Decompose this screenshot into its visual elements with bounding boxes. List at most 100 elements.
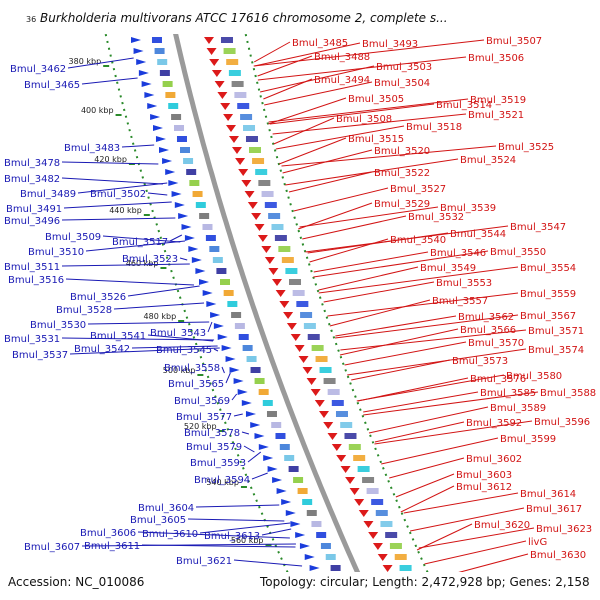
gene-label-right[interactable]: Bmul_3547: [510, 222, 566, 233]
gene-label-left[interactable]: Bmul_3482: [4, 174, 60, 185]
gene-label-left[interactable]: Bmul_3604: [138, 503, 194, 514]
gene-label-right[interactable]: Bmul_3503: [376, 62, 432, 73]
gene-label-right[interactable]: Bmul_3567: [520, 311, 576, 322]
gene-label-right[interactable]: Bmul_3550: [490, 247, 546, 258]
gene-label-right[interactable]: Bmul_3559: [520, 289, 576, 300]
gene-label-right[interactable]: Bmul_3554: [520, 263, 576, 274]
gene-label-left[interactable]: Bmul_3545: [156, 345, 212, 356]
gene-label-right[interactable]: Bmul_3592: [466, 418, 522, 429]
gene-label-right[interactable]: Bmul_3521: [468, 110, 524, 121]
gene-label-left[interactable]: Bmul_3491: [6, 204, 62, 215]
gene-label-left[interactable]: Bmul_3569: [174, 396, 230, 407]
gene-label-right[interactable]: Bmul_3485: [292, 38, 348, 49]
gene-label-left[interactable]: Bmul_3530: [30, 320, 86, 331]
gene-label-left[interactable]: Bmul_3517: [112, 237, 168, 248]
gene-label-left[interactable]: Bmul_3558: [164, 363, 220, 374]
gene-label-right[interactable]: Bmul_3574: [528, 345, 584, 356]
gene-label-left[interactable]: Bmul_3489: [20, 189, 76, 200]
gene-label-right[interactable]: Bmul_3571: [528, 326, 584, 337]
gene-label-left[interactable]: Bmul_3543: [150, 328, 206, 339]
gene-label-right[interactable]: Bmul_3585: [480, 388, 536, 399]
gene-label-right[interactable]: Bmul_3549: [420, 263, 476, 274]
gene-label-right[interactable]: Bmul_3614: [520, 489, 576, 500]
gene-label-left[interactable]: Bmul_3465: [24, 80, 80, 91]
gene-label-left[interactable]: Bmul_3516: [8, 275, 64, 286]
gene-label-left[interactable]: Bmul_3509: [45, 232, 101, 243]
gene-label-right[interactable]: Bmul_3540: [390, 235, 446, 246]
gene-label-right[interactable]: Bmul_3612: [456, 482, 512, 493]
gene-label-left[interactable]: Bmul_3537: [12, 350, 68, 361]
gene-label-left[interactable]: Bmul_3510: [28, 247, 84, 258]
gene-label-right[interactable]: Bmul_3620: [474, 520, 530, 531]
title-prefix: 36: [26, 15, 36, 24]
gene-label-left[interactable]: Bmul_3606: [80, 528, 136, 539]
gene-label-right[interactable]: Bmul_3515: [348, 134, 404, 145]
gene-label-right[interactable]: Bmul_3518: [406, 122, 462, 133]
gene-label-right[interactable]: Bmul_3623: [536, 524, 592, 535]
gene-label-right[interactable]: Bmul_3524: [460, 155, 516, 166]
gene-label-right[interactable]: Bmul_3529: [374, 199, 430, 210]
gene-label-right[interactable]: Bmul_3630: [530, 550, 586, 561]
gene-label-right[interactable]: Bmul_3522: [374, 168, 430, 179]
gene-label-left[interactable]: Bmul_3610: [142, 529, 198, 540]
gene-label-right[interactable]: Bmul_3527: [390, 184, 446, 195]
gene-label-right[interactable]: Bmul_3617: [526, 504, 582, 515]
gene-label-left[interactable]: Bmul_3613: [204, 531, 260, 542]
gene-label-right[interactable]: Bmul_3514: [436, 100, 492, 111]
gene-label-left[interactable]: Bmul_3593: [190, 458, 246, 469]
gene-label-left[interactable]: Bmul_3541: [90, 331, 146, 342]
gene-label-right[interactable]: Bmul_3573: [452, 356, 508, 367]
gene-label-right[interactable]: Bmul_3544: [450, 229, 506, 240]
gene-label-right[interactable]: Bmul_3532: [408, 212, 464, 223]
gene-label-right[interactable]: Bmul_3504: [374, 78, 430, 89]
gene-label-right[interactable]: Bmul_3508: [336, 114, 392, 125]
gene-label-left[interactable]: Bmul_3462: [10, 64, 66, 75]
gene-label-right[interactable]: Bmul_3520: [374, 146, 430, 157]
gene-label-left[interactable]: Bmul_3511: [4, 262, 60, 273]
gene-label-left[interactable]: Bmul_3502: [90, 189, 146, 200]
feature-block: [292, 290, 305, 296]
gene-label-right[interactable]: Bmul_3566: [460, 325, 516, 336]
gene-label-left[interactable]: Bmul_3483: [64, 143, 120, 154]
gene-label-left[interactable]: Bmul_3526: [70, 292, 126, 303]
gene-label-right[interactable]: Bmul_3546: [430, 248, 486, 259]
gene-label-right[interactable]: Bmul_3599: [500, 434, 556, 445]
gene-label-left[interactable]: Bmul_3577: [176, 412, 232, 423]
gene-label-right[interactable]: Bmul_3603: [456, 470, 512, 481]
gene-label-right[interactable]: Bmul_3588: [540, 388, 596, 399]
gene-label-right[interactable]: livG: [528, 537, 547, 548]
gene-label-right[interactable]: Bmul_3557: [432, 296, 488, 307]
gene-label-right[interactable]: Bmul_3576: [470, 374, 526, 385]
gene-label-right[interactable]: Bmul_3488: [314, 52, 370, 63]
gene-label-right[interactable]: Bmul_3580: [506, 371, 562, 382]
gene-label-left[interactable]: Bmul_3565: [168, 379, 224, 390]
gene-label-left[interactable]: Bmul_3607: [24, 542, 80, 553]
gene-label-left[interactable]: Bmul_3523: [122, 254, 178, 265]
gene-label-right[interactable]: Bmul_3506: [468, 53, 524, 64]
gene-label-right[interactable]: Bmul_3494: [314, 75, 370, 86]
gene-label-right[interactable]: Bmul_3539: [440, 203, 496, 214]
gene-label-right[interactable]: Bmul_3519: [470, 95, 526, 106]
gene-label-right[interactable]: Bmul_3570: [468, 338, 524, 349]
gene-label-right[interactable]: Bmul_3493: [362, 39, 418, 50]
gene-label-right[interactable]: Bmul_3602: [466, 454, 522, 465]
gene-label-right[interactable]: Bmul_3505: [348, 94, 404, 105]
gene-label-left[interactable]: Bmul_3478: [4, 158, 60, 169]
gene-label-left[interactable]: Bmul_3542: [74, 344, 130, 355]
gene-label-left[interactable]: Bmul_3496: [4, 216, 60, 227]
gene-label-left[interactable]: Bmul_3579: [186, 442, 242, 453]
gene-label-left[interactable]: Bmul_3621: [176, 556, 232, 567]
gene-label-right[interactable]: Bmul_3562: [458, 312, 514, 323]
gene-label-left[interactable]: Bmul_3578: [184, 428, 240, 439]
kbp-tick-label: 400 kbp: [81, 106, 114, 115]
gene-label-right[interactable]: Bmul_3507: [486, 36, 542, 47]
gene-label-right[interactable]: Bmul_3525: [498, 142, 554, 153]
gene-label-right[interactable]: Bmul_3596: [534, 417, 590, 428]
gene-label-left[interactable]: Bmul_3528: [56, 305, 112, 316]
gene-label-right[interactable]: Bmul_3589: [490, 403, 546, 414]
gene-label-right[interactable]: Bmul_3553: [436, 278, 492, 289]
gene-label-left[interactable]: Bmul_3531: [4, 334, 60, 345]
gene-label-left[interactable]: Bmul_3594: [194, 475, 250, 486]
gene-label-left[interactable]: Bmul_3605: [130, 515, 186, 526]
gene-label-left[interactable]: Bmul_3611: [84, 541, 140, 552]
